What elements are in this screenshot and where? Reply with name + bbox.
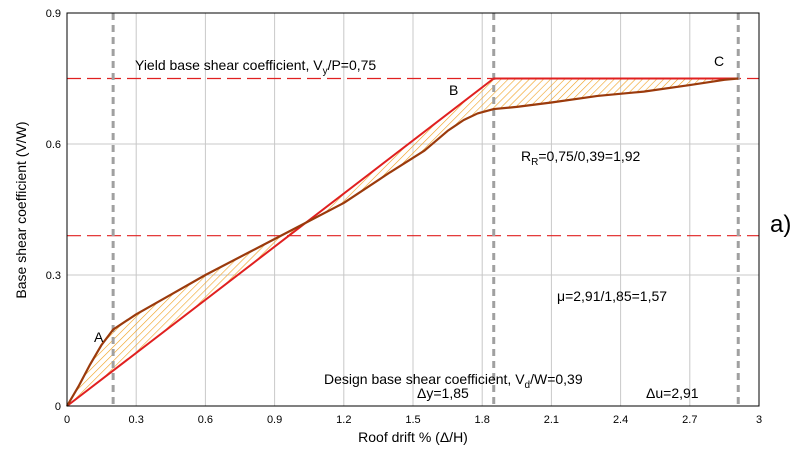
hatched-area	[67, 78, 739, 406]
mu-annotation: μ=2,91/1,85=1,57	[557, 288, 667, 304]
yield-line-label: Yield base shear coefficient, Vy/P=0,75	[135, 57, 376, 77]
delta-y-label: Δy=1,85	[417, 385, 469, 401]
design-line-label: Design base shear coefficient, Vd/W=0,39	[324, 371, 583, 391]
x-tick-label: 1.5	[405, 414, 420, 426]
rr-annotation: RR=0,75/0,39=1,92	[521, 148, 641, 168]
plot-frame	[66, 12, 760, 407]
capacity-curve-line	[66, 77, 739, 407]
x-tick-label: 2.1	[544, 414, 559, 426]
y-tick-label: 0.6	[46, 139, 61, 151]
x-tick-label: 0.9	[267, 414, 282, 426]
x-tick-label: 0.6	[198, 414, 213, 426]
x-tick-label: 0	[64, 414, 70, 426]
hatched-area-fill	[67, 78, 739, 406]
y-tick-label: 0.3	[46, 270, 61, 282]
point-label-c: C	[714, 53, 724, 69]
bilinear-line	[66, 77, 739, 407]
x-tick-labels: 0 0.3 0.6 0.9 1.2 1.5 1.8 2.1 2.4 2.7 3	[64, 414, 762, 426]
point-label-a: A	[94, 329, 104, 345]
x-tick-label: 1.8	[475, 414, 490, 426]
y-tick-labels: 0 0.3 0.6 0.9	[46, 8, 61, 413]
x-tick-label: 2.7	[682, 414, 697, 426]
panel-label: a)	[770, 211, 791, 238]
y-tick-label: 0.9	[46, 8, 61, 20]
series-group	[66, 77, 739, 407]
x-axis-label: Roof drift % (Δ/H)	[358, 429, 468, 445]
x-tick-label: 3	[756, 414, 762, 426]
point-label-b: B	[449, 82, 458, 98]
y-axis-label: Base shear coefficient (V/W)	[13, 121, 29, 298]
y-tick-label: 0	[55, 401, 61, 413]
x-tick-label: 2.4	[613, 414, 628, 426]
x-tick-label: 1.2	[336, 414, 351, 426]
delta-u-label: Δu=2,91	[646, 385, 699, 401]
x-tick-label: 0.3	[129, 414, 144, 426]
